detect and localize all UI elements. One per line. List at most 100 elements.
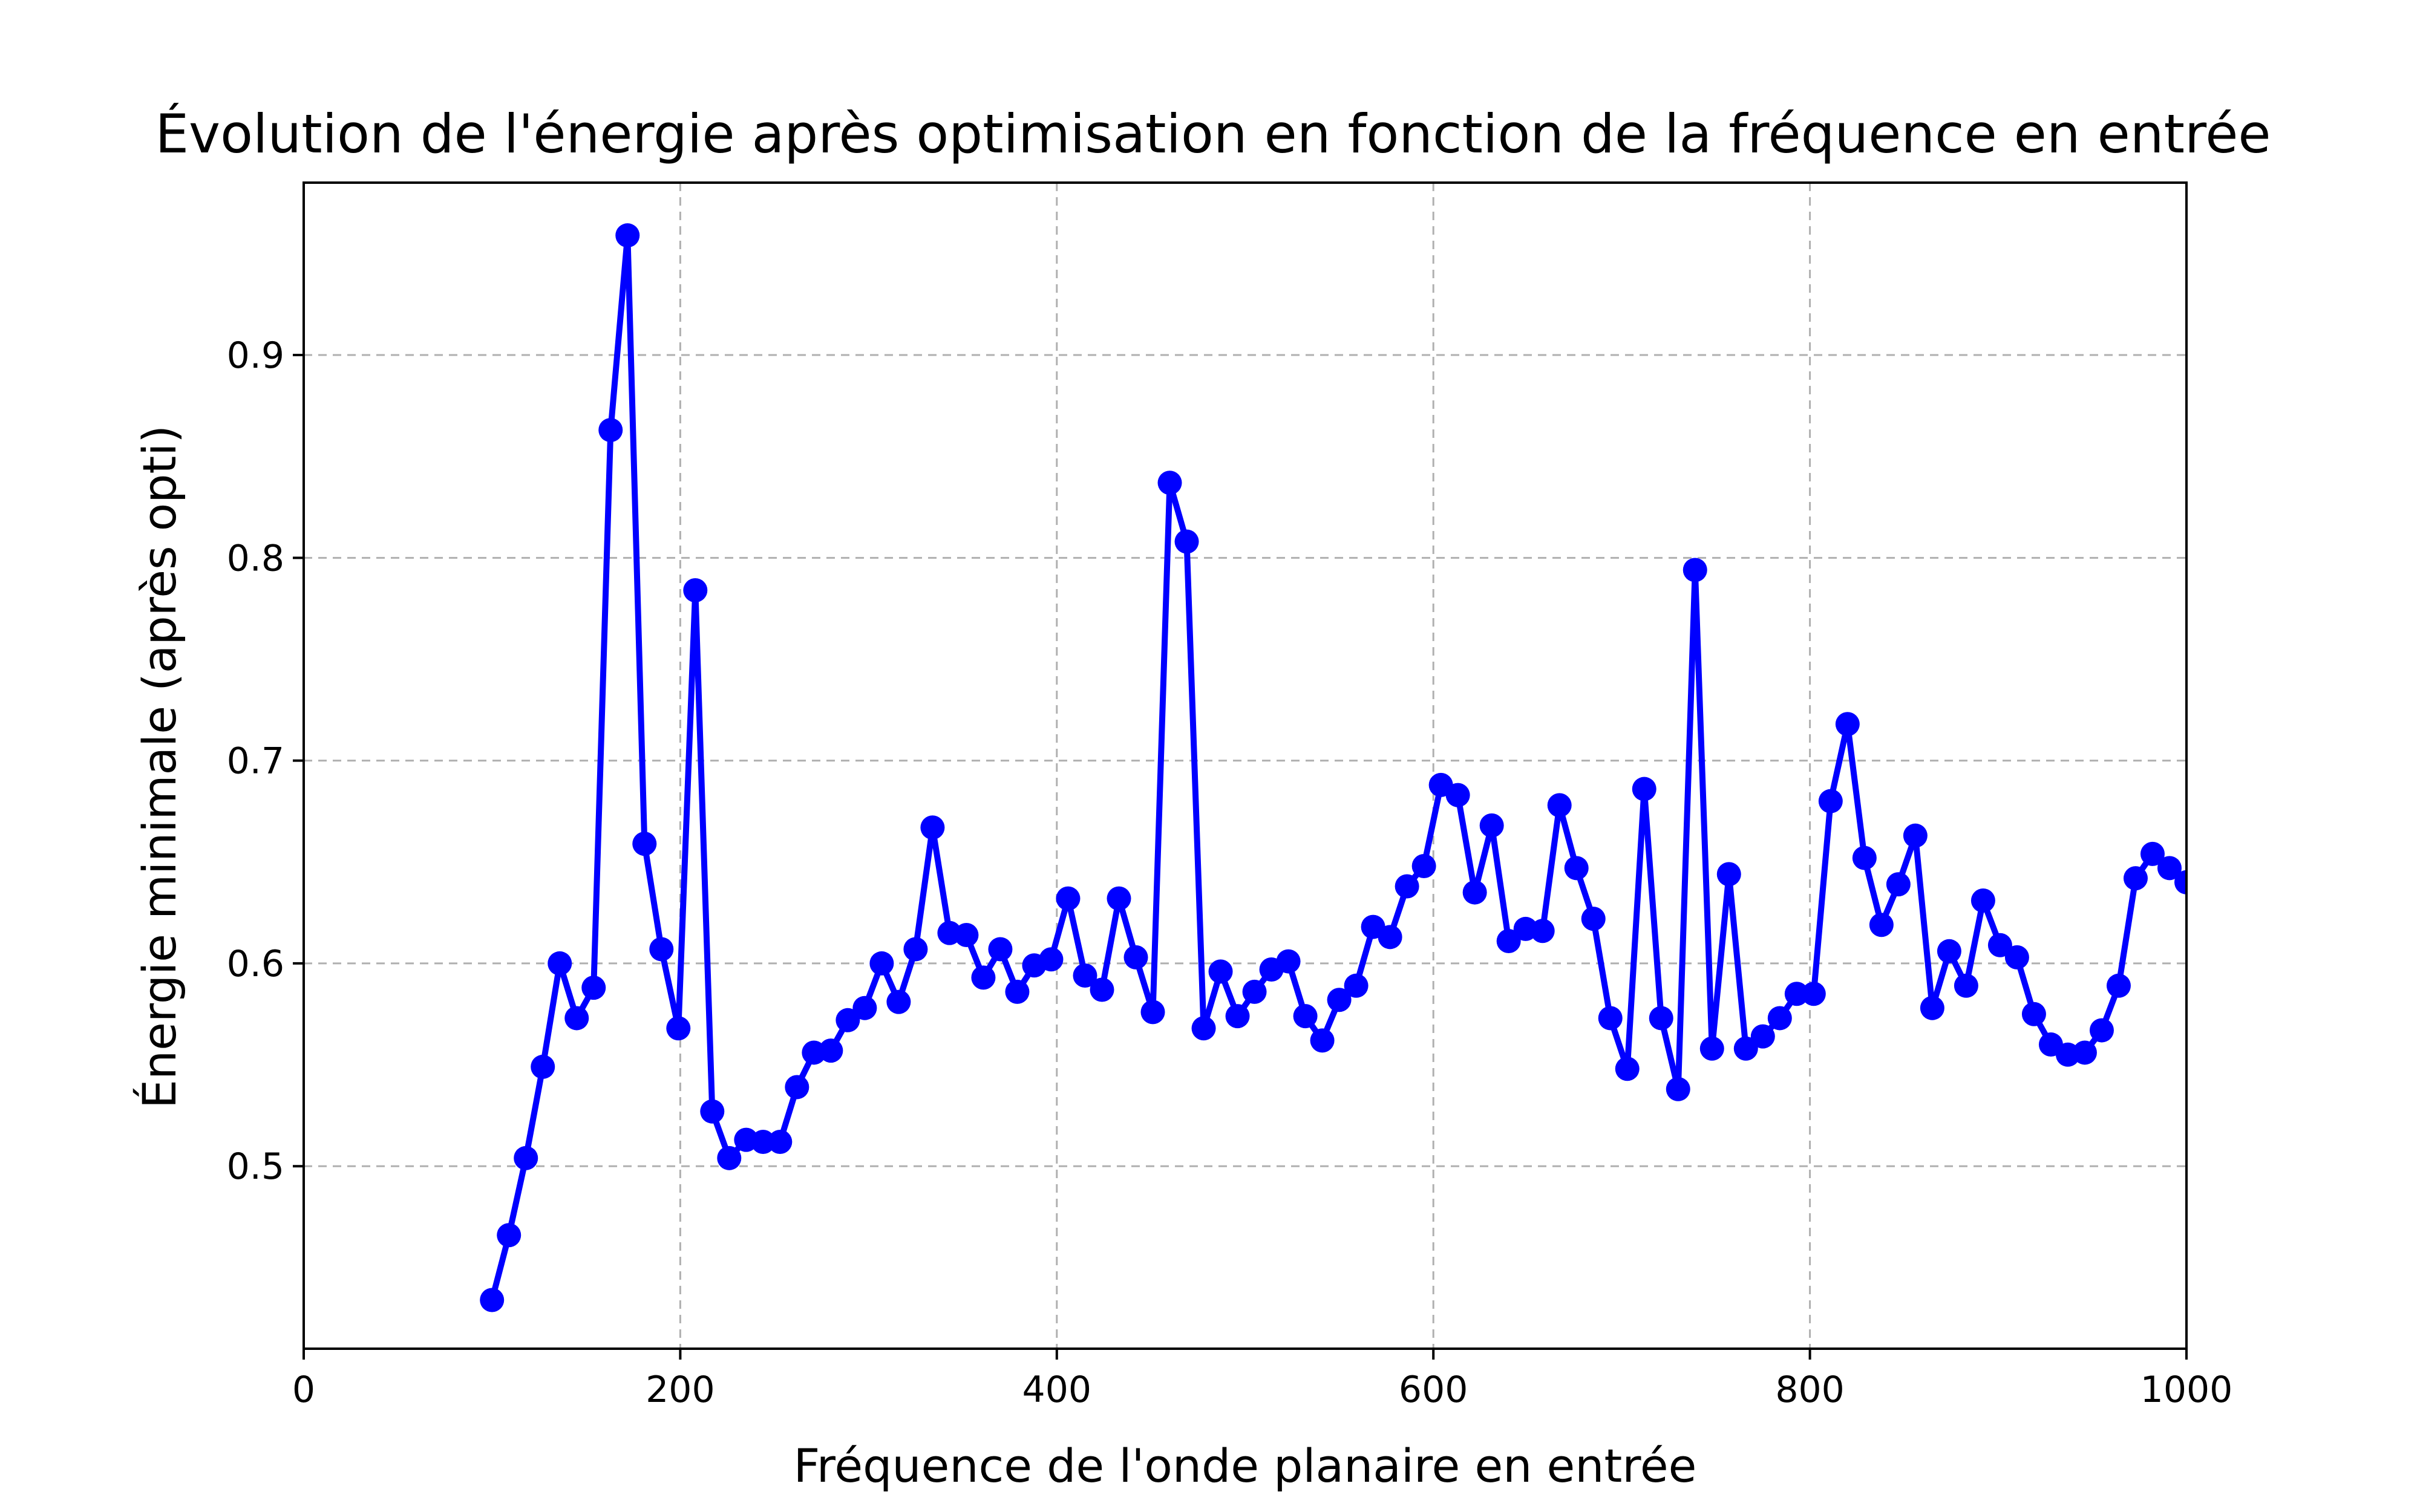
data-point [869, 951, 894, 976]
data-point [1920, 996, 1944, 1020]
data-point [751, 1129, 776, 1154]
data-point [2004, 945, 2029, 969]
data-point [649, 937, 674, 962]
axes-layer: 0 200 400 600 800 1000 0.5 0.6 0.7 0.8 0.9 [227, 181, 2233, 1411]
y-tick-label: 0.7 [227, 740, 284, 783]
data-point [1801, 982, 1826, 1006]
data-point [903, 937, 928, 962]
data-point [1225, 1004, 1250, 1029]
data-point [1632, 777, 1656, 801]
data-point [1276, 949, 1301, 974]
data-point [1530, 919, 1555, 943]
y-tick-label: 0.5 [227, 1145, 284, 1188]
data-point [836, 1008, 860, 1032]
data-point [615, 223, 640, 248]
data-point [1970, 888, 1995, 913]
data-point [666, 1016, 691, 1041]
data-point [514, 1145, 538, 1170]
x-tick-label: 200 [646, 1369, 715, 1411]
data-point [1140, 1000, 1165, 1025]
data-point [2021, 1002, 2046, 1026]
data-point [1327, 988, 1352, 1012]
data-point [1123, 945, 1148, 969]
data-point [1073, 963, 1097, 988]
grid-layer [304, 183, 2186, 1349]
y-tick-label: 0.8 [227, 537, 284, 579]
data-point [598, 418, 623, 443]
x-tick-label: 800 [1775, 1369, 1845, 1411]
data-point [1649, 1006, 1673, 1031]
plot-frame [302, 181, 2188, 1350]
data-point [1835, 712, 1860, 737]
data-point [632, 832, 657, 856]
data-point [1750, 1024, 1775, 1049]
data-point [1615, 1057, 1640, 1081]
data-point [1395, 874, 1419, 899]
data-point [1445, 783, 1470, 807]
data-point [497, 1223, 522, 1248]
data-point [2140, 841, 2165, 866]
data-point [2123, 866, 2148, 891]
data-point [819, 1038, 843, 1063]
data-point [1581, 907, 1606, 931]
data-point [1767, 1006, 1792, 1031]
data-point [1733, 1036, 1758, 1061]
data-point [785, 1075, 809, 1100]
data-point [1157, 471, 1182, 495]
data-point [1005, 979, 1030, 1004]
data-point [1411, 853, 1436, 878]
data-point [2157, 856, 2182, 881]
data-point [1699, 1036, 1724, 1061]
data-point [1378, 925, 1402, 950]
data-point [683, 578, 708, 602]
data-point [1208, 959, 1233, 984]
data-point [1784, 982, 1809, 1006]
data-point [1344, 973, 1369, 998]
data-point [1666, 1077, 1690, 1101]
data-point [480, 1288, 505, 1312]
data-point [1090, 977, 1114, 1002]
x-axis-label: Fréquence de l'onde planaire en entrée [794, 1439, 1697, 1493]
data-point [1056, 886, 1081, 911]
data-point [1242, 979, 1267, 1004]
data-point [1852, 846, 1877, 870]
data-point [2174, 870, 2186, 894]
data-point [1564, 856, 1589, 881]
data-point [1293, 1004, 1318, 1029]
data-point [581, 976, 606, 1000]
data-point [1937, 939, 1961, 963]
data-point [1496, 929, 1521, 954]
data-point [954, 922, 979, 947]
data-point [1716, 862, 1741, 887]
y-tick-label: 0.6 [227, 943, 284, 985]
data-point [971, 965, 996, 990]
y-tick-label: 0.9 [227, 334, 284, 377]
x-tick-label: 1000 [2140, 1369, 2233, 1411]
data-point [988, 937, 1013, 962]
data-point [1191, 1016, 1216, 1041]
data-point [1818, 789, 1843, 813]
data-point [1683, 558, 1707, 582]
data-point [548, 951, 572, 976]
data-point [1479, 813, 1504, 838]
data-point [1547, 793, 1572, 818]
data-point [1954, 973, 1978, 998]
data-point [700, 1099, 725, 1124]
data-point [1869, 913, 1894, 937]
data-point [1886, 872, 1911, 897]
data-point [564, 1006, 589, 1031]
data-point [920, 815, 945, 840]
x-tick-label: 400 [1022, 1369, 1092, 1411]
data-point [2072, 1040, 2097, 1065]
data-point [768, 1129, 793, 1154]
data-point [1462, 880, 1487, 905]
data-point [886, 989, 911, 1014]
data-point [852, 996, 877, 1020]
data-point [531, 1054, 555, 1079]
x-tick-label: 600 [1399, 1369, 1468, 1411]
data-point [2106, 973, 2131, 998]
series-layer [480, 223, 2186, 1312]
data-point [1310, 1028, 1335, 1053]
data-point [1174, 529, 1199, 554]
